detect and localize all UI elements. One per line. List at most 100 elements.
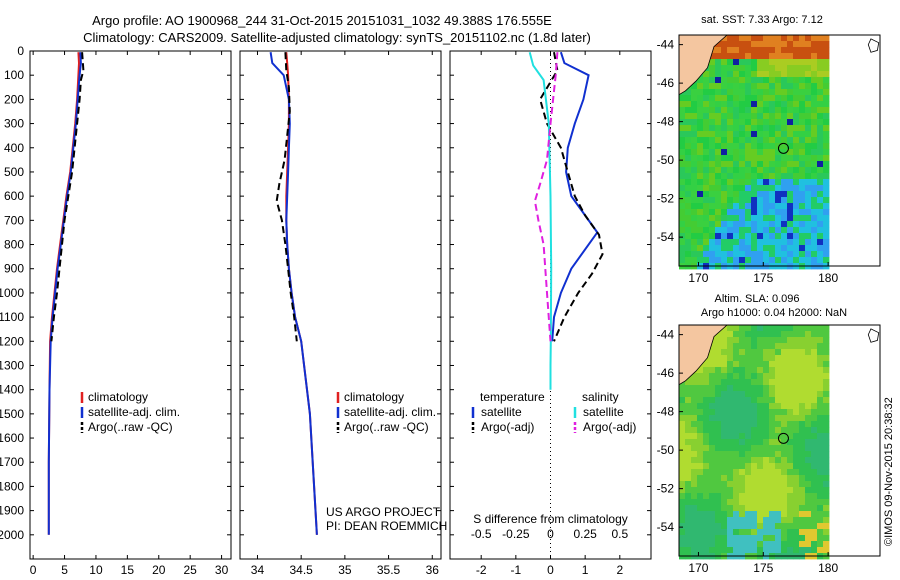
map-cell: [769, 379, 776, 386]
map-cell: [799, 337, 806, 344]
map-cell: [769, 517, 776, 524]
map-cell: [757, 427, 764, 434]
map-cell: [685, 535, 692, 542]
map-cell: [793, 227, 800, 234]
map-cell: [763, 523, 770, 530]
map-cell: [745, 209, 752, 216]
map-cell: [691, 523, 698, 530]
map-cell: [727, 361, 734, 368]
map-cell: [703, 439, 710, 446]
map-cell: [793, 421, 800, 428]
map-cell: [769, 523, 776, 530]
map-cell: [823, 355, 830, 362]
map-cell: [763, 95, 770, 102]
map-cell: [757, 131, 764, 138]
map-cell: [811, 325, 818, 332]
map-cell: [799, 427, 806, 434]
map-cell: [679, 505, 686, 512]
difference-panel: -2-1012T difference from climatologyS di…: [449, 50, 652, 580]
map-cell: [817, 41, 824, 48]
map-cell: [751, 517, 758, 524]
map-cell: [787, 409, 794, 416]
map-cell: [787, 59, 794, 66]
map-cell: [775, 227, 782, 234]
map-cell: [751, 367, 758, 374]
map-cell: [817, 499, 824, 506]
map-cell: [793, 251, 800, 258]
map-cell: [691, 415, 698, 422]
map-cell: [799, 325, 806, 332]
map-cell: [691, 427, 698, 434]
map-cell: [751, 251, 758, 258]
map-cell: [817, 487, 824, 494]
map-cell: [721, 379, 728, 386]
map-cell: [745, 493, 752, 500]
map-cell: [679, 215, 686, 222]
map-cell: [799, 361, 806, 368]
map-cell: [811, 433, 818, 440]
map-ytick-label: -48: [657, 405, 675, 419]
map-cell: [775, 131, 782, 138]
map-cell: [715, 481, 722, 488]
map-cell: [751, 505, 758, 512]
map-cell: [739, 343, 746, 350]
map-cell: [709, 83, 716, 90]
map-cell: [751, 143, 758, 150]
map-cell: [679, 439, 686, 446]
map-cell: [703, 107, 710, 114]
map-cell: [817, 119, 824, 126]
map-cell: [715, 361, 722, 368]
map-cell: [775, 433, 782, 440]
map-cell: [685, 385, 692, 392]
map-cell: [781, 131, 788, 138]
map-cell: [769, 65, 776, 72]
map-cell: [769, 331, 776, 338]
map-cell: [787, 535, 794, 542]
map-cell: [823, 337, 830, 344]
map-cell: [697, 143, 704, 150]
map-cell: [793, 529, 800, 536]
map-cell: [721, 35, 728, 42]
map-cell: [739, 215, 746, 222]
map-cell: [703, 251, 710, 258]
map-cell: [739, 439, 746, 446]
sst-map-title: sat. SST: 7.33 Argo: 7.12: [701, 14, 823, 26]
map-cell: [793, 535, 800, 542]
map-cell: [739, 451, 746, 458]
map-cell: [727, 391, 734, 398]
map-cell: [709, 173, 716, 180]
map-cell: [769, 41, 776, 48]
map-cell: [691, 505, 698, 512]
map-cell: [769, 397, 776, 404]
map-cell: [697, 209, 704, 216]
map-cell: [721, 523, 728, 530]
map-cell: [811, 131, 818, 138]
map-cell: [739, 149, 746, 156]
map-cell: [745, 203, 752, 210]
map-cell: [739, 523, 746, 530]
map-cell: [697, 101, 704, 108]
map-cell: [817, 325, 824, 332]
map-cell: [751, 337, 758, 344]
map-cell: [775, 35, 782, 42]
map-cell: [811, 233, 818, 240]
map-cell: [763, 83, 770, 90]
map-cell: [811, 71, 818, 78]
map-cell: [805, 331, 812, 338]
map-cell: [769, 361, 776, 368]
map-cell: [775, 65, 782, 72]
map-cell: [685, 445, 692, 452]
map-cell: [697, 415, 704, 422]
map-cell: [817, 349, 824, 356]
map-cell: [709, 451, 716, 458]
map-cell: [703, 535, 710, 542]
map-cell: [739, 47, 746, 54]
map-cell: [721, 173, 728, 180]
map-cell: [715, 529, 722, 536]
map-cell: [799, 59, 806, 66]
map-cell: [721, 59, 728, 66]
map-cell: [775, 385, 782, 392]
map-cell: [715, 143, 722, 150]
map-cell: [823, 143, 830, 150]
map-cell: [781, 107, 788, 114]
